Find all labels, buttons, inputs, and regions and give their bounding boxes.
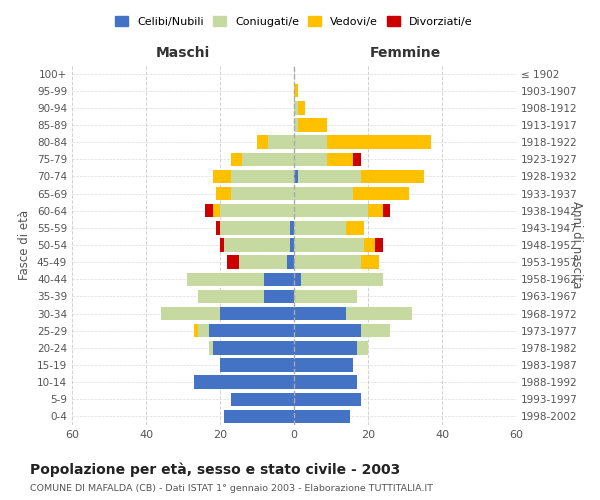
Bar [294,392,361,406]
Bar [224,410,294,423]
Bar [383,204,390,218]
Text: COMUNE DI MAFALDA (CB) - Dati ISTAT 1° gennaio 2003 - Elaborazione TUTTITALIA.IT: COMUNE DI MAFALDA (CB) - Dati ISTAT 1° g… [30,484,433,493]
Bar [294,101,298,114]
Bar [294,324,361,338]
Bar [242,152,294,166]
Bar [346,221,364,234]
Bar [294,118,298,132]
Bar [361,324,390,338]
Bar [220,238,224,252]
Bar [294,170,298,183]
Bar [265,272,294,286]
Bar [212,204,220,218]
Bar [294,84,298,98]
Legend: Celibi/Nubili, Coniugati/e, Vedovi/e, Divorziati/e: Celibi/Nubili, Coniugati/e, Vedovi/e, Di… [112,13,476,30]
Text: Popolazione per età, sesso e stato civile - 2003: Popolazione per età, sesso e stato civil… [30,462,400,477]
Bar [224,238,290,252]
Bar [220,204,294,218]
Bar [231,152,242,166]
Bar [220,307,294,320]
Bar [294,221,346,234]
Bar [217,221,220,234]
Bar [220,221,290,234]
Text: Maschi: Maschi [156,46,210,60]
Bar [376,238,383,252]
Bar [209,324,294,338]
Bar [361,170,424,183]
Bar [294,358,353,372]
Bar [231,187,294,200]
Bar [294,376,357,389]
Bar [209,341,212,354]
Bar [194,376,294,389]
Bar [301,272,383,286]
Bar [298,101,305,114]
Bar [231,392,294,406]
Bar [290,221,294,234]
Bar [294,272,301,286]
Bar [194,324,198,338]
Bar [227,256,239,269]
Bar [346,307,412,320]
Bar [294,152,328,166]
Bar [198,290,265,303]
Bar [357,341,368,354]
Bar [294,204,368,218]
Bar [205,204,212,218]
Bar [187,272,265,286]
Bar [353,187,409,200]
Bar [239,256,287,269]
Bar [257,136,268,149]
Bar [298,170,361,183]
Bar [294,410,349,423]
Bar [294,307,346,320]
Bar [353,152,361,166]
Bar [290,238,294,252]
Bar [368,204,383,218]
Bar [294,341,357,354]
Bar [364,238,376,252]
Bar [268,136,294,149]
Bar [220,358,294,372]
Bar [294,187,353,200]
Bar [294,136,328,149]
Bar [287,256,294,269]
Bar [161,307,220,320]
Bar [212,341,294,354]
Bar [298,118,328,132]
Bar [361,256,379,269]
Bar [328,136,431,149]
Y-axis label: Anni di nascita: Anni di nascita [570,202,583,288]
Bar [216,187,231,200]
Bar [231,170,294,183]
Bar [212,170,231,183]
Bar [198,324,209,338]
Y-axis label: Fasce di età: Fasce di età [19,210,31,280]
Bar [328,152,353,166]
Bar [294,238,364,252]
Bar [294,256,361,269]
Bar [265,290,294,303]
Bar [294,290,357,303]
Text: Femmine: Femmine [370,46,440,60]
